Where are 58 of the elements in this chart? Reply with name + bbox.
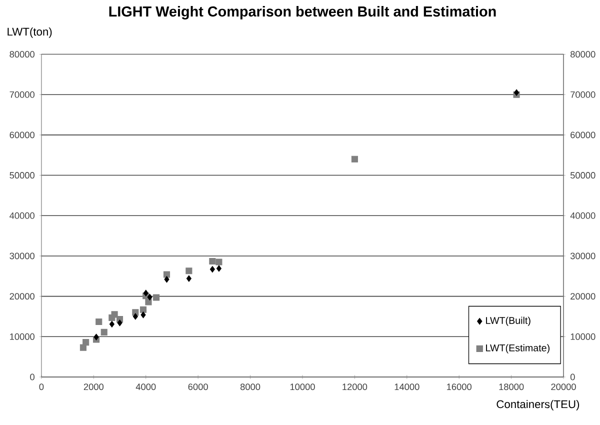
- y2-tick-label: 50000: [570, 172, 596, 178]
- point: [94, 334, 99, 340]
- y-tick-label: 70000: [10, 91, 34, 98]
- y2-tick-label: 0: [570, 374, 575, 380]
- y-axis-title: LWT(ton): [8, 27, 52, 38]
- legend-label: LWT(Built): [486, 316, 530, 326]
- y-tick-label: 40000: [10, 212, 34, 219]
- point: [143, 290, 148, 296]
- y2-tick-label: 10000: [570, 333, 596, 340]
- point: [117, 319, 122, 326]
- chart-title: LIGHT Weight Comparison between Built and Estimation: [109, 6, 496, 20]
- point: [132, 313, 138, 320]
- x-tick-label: 0: [39, 383, 44, 390]
- x-tick-label: 8000: [240, 383, 260, 390]
- x-tick-label: 6000: [188, 383, 208, 390]
- x-tick-label: 12000: [342, 383, 368, 390]
- point: [140, 306, 147, 313]
- x-tick-label: 2000: [84, 383, 104, 390]
- point: [82, 338, 90, 346]
- point: [80, 344, 86, 351]
- point: [147, 294, 152, 300]
- x-tick-label: 14000: [394, 383, 420, 390]
- point: [186, 267, 192, 274]
- y-tick-label: 20000: [10, 292, 34, 300]
- y2-tick-label: 80000: [570, 50, 596, 58]
- y-tick-label: 80000: [10, 50, 34, 58]
- y2-tick-label: 30000: [570, 252, 596, 260]
- y-tick-label: 30000: [10, 252, 34, 260]
- legend-label: LWT(Estimate): [486, 344, 550, 354]
- y2-tick-label: 70000: [570, 91, 596, 98]
- x-tick-label: 16000: [447, 383, 472, 390]
- point: [153, 294, 160, 301]
- point: [100, 328, 108, 336]
- point: [164, 276, 170, 282]
- y-tick-label: 60000: [10, 132, 34, 138]
- y2-tick-label: 20000: [570, 292, 596, 300]
- y2-tick-label: 40000: [570, 212, 596, 219]
- point: [109, 320, 114, 328]
- x-tick-label: 20000: [551, 383, 576, 390]
- point: [145, 298, 152, 306]
- point: [186, 275, 192, 282]
- x-tick-label: 18000: [499, 383, 524, 390]
- y-tick-label: 50000: [10, 172, 34, 178]
- point: [111, 311, 118, 318]
- y-tick-label: 0: [30, 374, 34, 380]
- point: [216, 258, 222, 266]
- x-tick-label: 10000: [290, 383, 315, 390]
- point: [96, 318, 102, 325]
- point: [351, 156, 358, 162]
- x-axis-title: Containers(TEU): [496, 400, 580, 410]
- y2-tick-label: 60000: [570, 132, 596, 138]
- y-tick-label: 10000: [10, 333, 34, 340]
- point: [140, 311, 146, 318]
- point: [210, 266, 215, 272]
- point: [216, 265, 222, 272]
- point: [209, 258, 216, 264]
- point: [163, 271, 170, 278]
- x-tick-label: 4000: [136, 383, 156, 390]
